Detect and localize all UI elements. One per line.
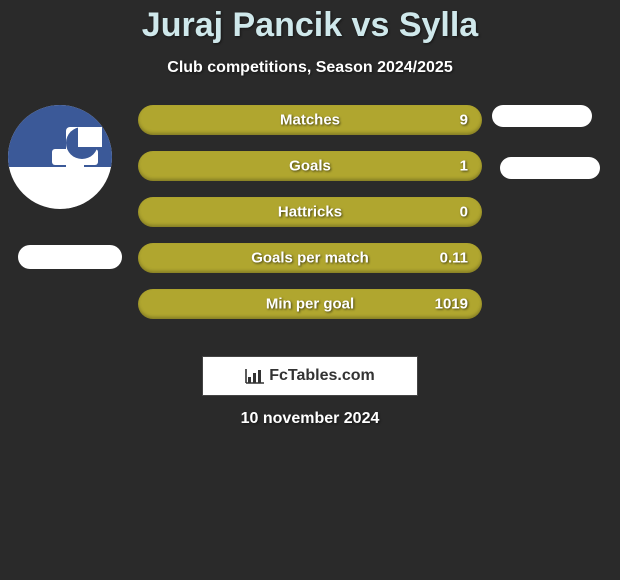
page-subtitle: Club competitions, Season 2024/2025	[0, 59, 620, 77]
stat-bar-goals: Goals 1	[138, 151, 482, 181]
stat-label: Matches	[138, 112, 482, 129]
brand-footer[interactable]: FcTables.com	[202, 356, 418, 396]
stat-value: 1019	[435, 296, 468, 313]
stats-bars: Matches 9 Goals 1 Hattricks 0 Goals per …	[138, 105, 482, 335]
stat-bar-hattricks: Hattricks 0	[138, 197, 482, 227]
date-label: 10 november 2024	[0, 410, 620, 428]
stat-value: 1	[460, 158, 468, 175]
brand-text: FcTables.com	[269, 367, 375, 385]
stat-label: Min per goal	[138, 296, 482, 313]
stat-value: 9	[460, 112, 468, 129]
player-badge-right-1	[492, 105, 592, 127]
player-badge-right-2	[500, 157, 600, 179]
page-title: Juraj Pancik vs Sylla	[0, 0, 620, 45]
stat-value: 0	[460, 204, 468, 221]
stat-bar-min-per-goal: Min per goal 1019	[138, 289, 482, 319]
chart-icon	[245, 368, 265, 384]
team-badge-left	[18, 245, 122, 269]
stat-label: Hattricks	[138, 204, 482, 221]
stat-label: Goals per match	[138, 250, 482, 267]
stat-label: Goals	[138, 158, 482, 175]
stat-value: 0.11	[440, 250, 468, 267]
stat-bar-goals-per-match: Goals per match 0.11	[138, 243, 482, 273]
stat-bar-matches: Matches 9	[138, 105, 482, 135]
player-avatar-left	[8, 105, 112, 209]
